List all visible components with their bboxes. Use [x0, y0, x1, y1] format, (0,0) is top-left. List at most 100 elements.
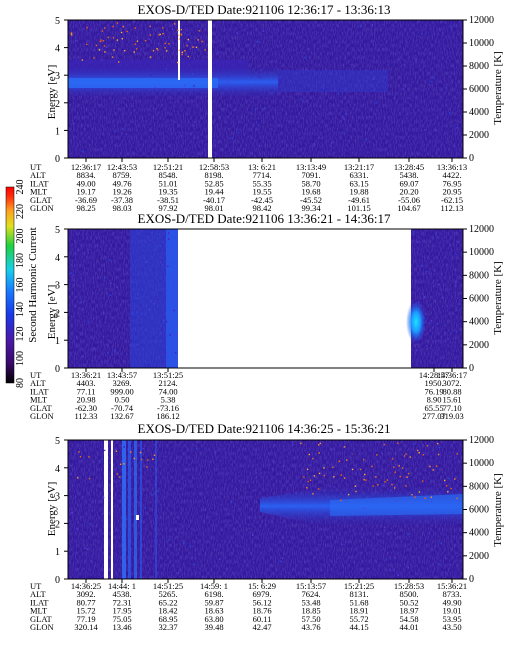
speckle	[397, 442, 399, 444]
speckle	[71, 34, 73, 37]
orbit-cell: 999.00	[110, 386, 133, 396]
temperature-tick-label: 4000	[469, 317, 489, 328]
panel-2-ylabel: Energy [eV]	[46, 285, 58, 339]
speckle	[168, 238, 170, 240]
orbit-cell: -45.52	[300, 195, 322, 205]
speckle	[153, 454, 156, 456]
orbit-cell: 53.48	[301, 597, 320, 607]
temperature-tick-label: 4000	[469, 528, 489, 539]
speckle	[447, 338, 449, 340]
orbit-cell: 55.35	[252, 178, 271, 188]
speckle	[377, 484, 379, 486]
speckle	[193, 121, 196, 123]
speckle	[180, 135, 182, 137]
panel-3-stripe-4	[140, 440, 142, 579]
panel-2-temperature-ticks: 0 2000 4000 6000 8000 10000 12000	[463, 224, 494, 374]
orbit-cell: 5265.	[158, 589, 177, 599]
speckle	[227, 75, 229, 77]
speckle	[88, 477, 91, 480]
speckle	[450, 26, 452, 28]
speckle	[94, 52, 96, 54]
speckle	[137, 293, 139, 295]
speckle	[430, 320, 433, 322]
orbit-cell: 18.42	[158, 606, 177, 616]
speckle	[116, 286, 118, 289]
speckle	[432, 327, 434, 329]
temperature-tick-label: 10000	[469, 458, 494, 469]
speckle	[359, 468, 362, 471]
speckle	[187, 34, 189, 36]
orbit-cell: 18.91	[349, 606, 368, 616]
speckle	[175, 334, 178, 336]
speckle	[86, 55, 88, 58]
orbit-cell: 44.15	[349, 622, 368, 632]
orbit-cell: 75.05	[112, 614, 131, 624]
orbit-row-label: ALT	[30, 378, 47, 388]
speckle	[447, 541, 449, 543]
speckle	[300, 98, 302, 100]
speckle	[169, 252, 172, 254]
speckle	[437, 453, 440, 456]
speckle	[100, 59, 103, 61]
speckle	[323, 474, 325, 477]
speckle	[405, 485, 407, 487]
speckle	[165, 497, 167, 500]
temperature-tick-label: 2000	[469, 551, 489, 562]
speckle	[322, 87, 325, 89]
energy-tick-label: 2	[55, 99, 60, 110]
speckle	[422, 454, 424, 456]
speckle	[84, 540, 86, 542]
energy-tick-label: 0	[55, 154, 60, 165]
speckle	[455, 331, 457, 333]
speckle	[455, 253, 457, 255]
speckle	[93, 347, 95, 349]
speckle	[100, 39, 102, 41]
orbit-cell: 55.72	[349, 614, 368, 624]
speckle	[178, 34, 180, 37]
speckle	[117, 501, 120, 503]
orbit-row-label: ILAT	[30, 597, 49, 607]
speckle	[252, 489, 254, 492]
speckle	[168, 232, 170, 234]
speckle	[104, 51, 106, 53]
speckle	[116, 39, 119, 41]
speckle	[140, 458, 143, 461]
speckle	[75, 40, 77, 42]
orbit-cell: 5438.	[399, 170, 418, 180]
speckle	[156, 48, 158, 50]
speckle	[79, 456, 82, 458]
orbit-row-label: UT	[30, 162, 42, 172]
orbit-cell: 51.68	[349, 597, 368, 607]
speckle	[153, 303, 156, 305]
orbit-cell: -42.45	[251, 195, 273, 205]
temperature-tick-label: 6000	[469, 505, 489, 516]
speckle	[130, 568, 132, 570]
temperature-tick-label: 10000	[469, 247, 494, 258]
orbit-cell: 12:58:53	[199, 162, 229, 172]
speckle	[448, 311, 450, 313]
speckle	[154, 86, 156, 88]
speckle	[114, 351, 116, 353]
speckle	[363, 458, 365, 461]
speckle	[157, 490, 159, 492]
orbit-cell: 7091.	[301, 170, 320, 180]
orbit-cell: 8.90	[427, 395, 442, 405]
orbit-row-label: ILAT	[30, 178, 49, 188]
speckle	[77, 249, 79, 251]
speckle	[307, 480, 309, 483]
orbit-cell: 8834.	[76, 170, 95, 180]
speckle	[333, 486, 335, 488]
orbit-row-label: GLAT	[30, 614, 53, 624]
speckle	[372, 485, 374, 487]
orbit-row-label: GLON	[30, 411, 54, 421]
orbit-cell: -40.17	[203, 195, 225, 205]
speckle	[134, 27, 136, 29]
speckle	[243, 529, 245, 532]
orbit-row-label: UT	[30, 581, 42, 591]
orbit-cell: 76.95	[442, 178, 461, 188]
orbit-cell: -73.16	[157, 403, 179, 413]
colorbar-tick-label: 180	[15, 253, 26, 268]
orbit-cell: 13:28:45	[394, 162, 424, 172]
energy-tick-label: 3	[55, 281, 60, 292]
speckle	[162, 32, 164, 35]
